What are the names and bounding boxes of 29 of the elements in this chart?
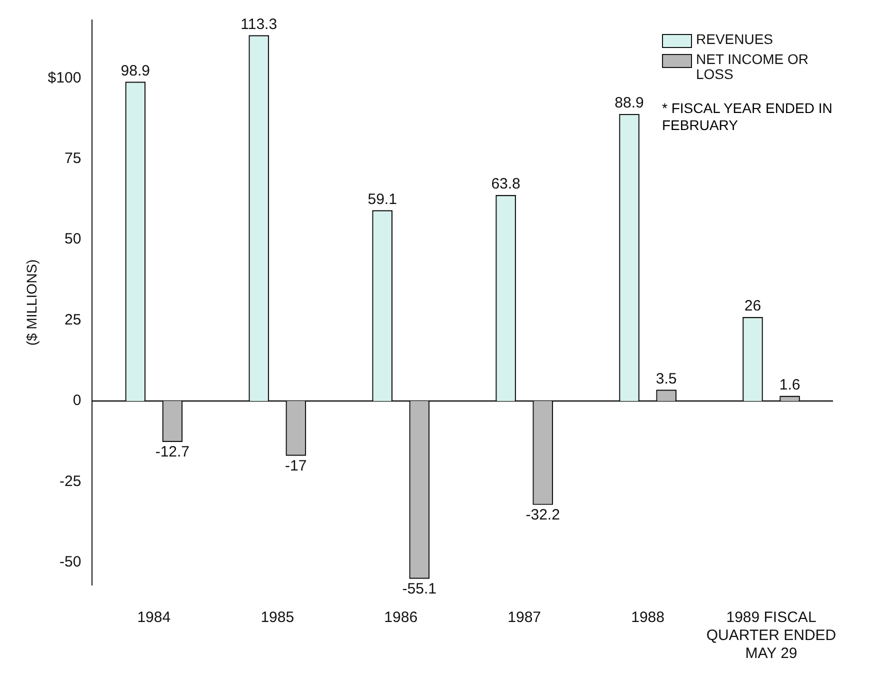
legend-label: REVENUES [696,31,774,47]
data-label: -12.7 [155,444,190,461]
data-label: 26 [744,298,762,315]
x-tick-label: 1985 [260,609,294,626]
x-tick-label: 1986 [384,609,418,626]
data-label: 88.9 [614,94,644,112]
y-axis-title: ($ MILLIONS) [23,259,40,346]
x-tick-label: 1984 [137,609,171,626]
data-label: -55.1 [402,580,436,598]
x-tick-label: 1987 [508,609,542,626]
data-label: 59.1 [368,190,397,208]
y-tick-label: 25 [64,311,82,328]
y-tick-label: $100 [48,69,82,86]
data-label: 3.5 [656,370,677,388]
data-label: 113.3 [240,16,278,33]
data-label: 98.9 [120,62,150,80]
legend-label: NET INCOME OR LOSS [696,51,810,82]
data-label: -17 [285,458,307,474]
data-label: 1.6 [779,376,800,394]
data-label: -32.2 [526,506,560,524]
y-tick-label: -25 [59,472,82,490]
data-label: 63.8 [491,176,520,193]
annotation: * FISCAL YEAR ENDED IN FEBRUARY [662,100,834,134]
x-tick-label: 1988 [631,609,664,626]
y-tick-label: 50 [64,230,82,248]
y-tick-label: 75 [64,150,82,167]
x-tick-label: 1989 FISCAL QUARTER ENDED MAY 29 [706,609,836,662]
y-tick-label: -50 [59,554,82,571]
y-tick-label: 0 [72,392,82,410]
